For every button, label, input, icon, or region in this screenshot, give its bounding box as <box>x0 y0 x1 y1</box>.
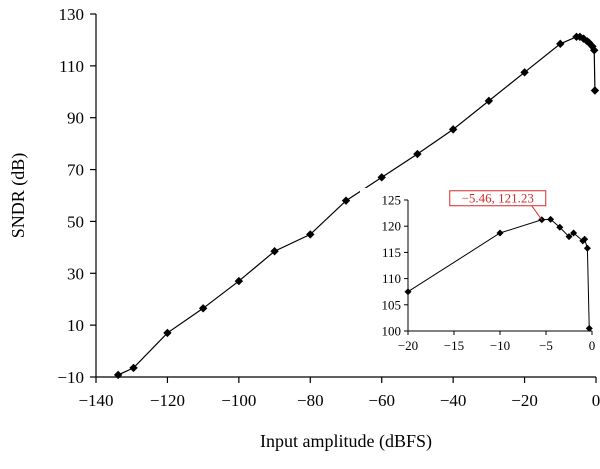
data-point <box>590 86 600 95</box>
inset-data-point <box>404 288 412 296</box>
y-tick-label: 10 <box>67 316 84 335</box>
inset-data-point <box>496 229 504 237</box>
inset-y-tick-label: 100 <box>382 324 402 339</box>
callout-leader <box>531 205 543 221</box>
inset-y-tick-label: 110 <box>382 271 401 286</box>
inset-y-tick-label: 120 <box>382 219 402 234</box>
inset-data-point <box>583 244 591 252</box>
data-point <box>520 68 529 77</box>
callout-label: −5.46, 121.23 <box>462 190 534 205</box>
x-axis-title: Input amplitude (dBFS) <box>260 431 432 452</box>
y-axis-title: SNDR (dB) <box>8 153 29 239</box>
data-point <box>341 196 351 205</box>
x-tick-label: −120 <box>150 391 185 410</box>
data-point <box>234 276 244 286</box>
x-tick-label: −100 <box>221 391 256 410</box>
y-tick-label: 50 <box>67 212 84 231</box>
data-point <box>306 230 315 239</box>
data-point <box>584 38 594 47</box>
inset-data-point <box>547 215 555 223</box>
inset-data-point <box>565 233 573 241</box>
data-point <box>448 125 458 134</box>
y-tick-label: 90 <box>67 109 84 128</box>
x-tick-label: 0 <box>592 391 600 410</box>
data-point <box>129 363 138 373</box>
x-tick-label: −80 <box>297 391 324 410</box>
x-tick-label: −60 <box>368 391 395 410</box>
y-tick-label: 30 <box>67 264 84 283</box>
inset-y-tick-label: 105 <box>382 297 402 312</box>
y-tick-label: 110 <box>59 57 84 76</box>
inset-x-tick-label: −15 <box>444 338 464 353</box>
inset-y-tick-label: 115 <box>382 245 401 260</box>
inset-y-tick-label: 125 <box>382 193 402 208</box>
inset-x-tick-label: 0 <box>589 338 596 353</box>
data-point <box>270 247 279 256</box>
y-tick-label: 130 <box>59 5 85 24</box>
y-tick-label: −10 <box>57 368 84 387</box>
inset-data-point <box>585 324 593 332</box>
x-tick-label: −140 <box>78 391 113 410</box>
data-point <box>556 39 565 49</box>
x-tick-label: −20 <box>511 391 538 410</box>
x-tick-label: −40 <box>440 391 467 410</box>
inset-background <box>360 188 600 363</box>
y-tick-label: 70 <box>67 161 84 180</box>
inset-data-point <box>581 235 589 243</box>
data-point <box>377 173 386 182</box>
data-point <box>163 328 172 338</box>
inset-x-tick-label: −5 <box>539 338 553 353</box>
data-point <box>484 96 494 106</box>
inset-x-tick-label: −10 <box>490 338 510 353</box>
data-point <box>198 304 208 313</box>
callout-box <box>449 190 547 207</box>
inset-data-point <box>556 223 564 231</box>
inset-data-point <box>570 229 578 237</box>
inset-plot: 100 105 110 115 120 125 −20 −15 −10 −5 0 −5.46, 121… <box>360 188 600 363</box>
data-point <box>590 46 599 55</box>
data-point <box>113 370 123 380</box>
data-point <box>413 149 422 159</box>
inset-x-tick-label: −20 <box>398 338 418 353</box>
